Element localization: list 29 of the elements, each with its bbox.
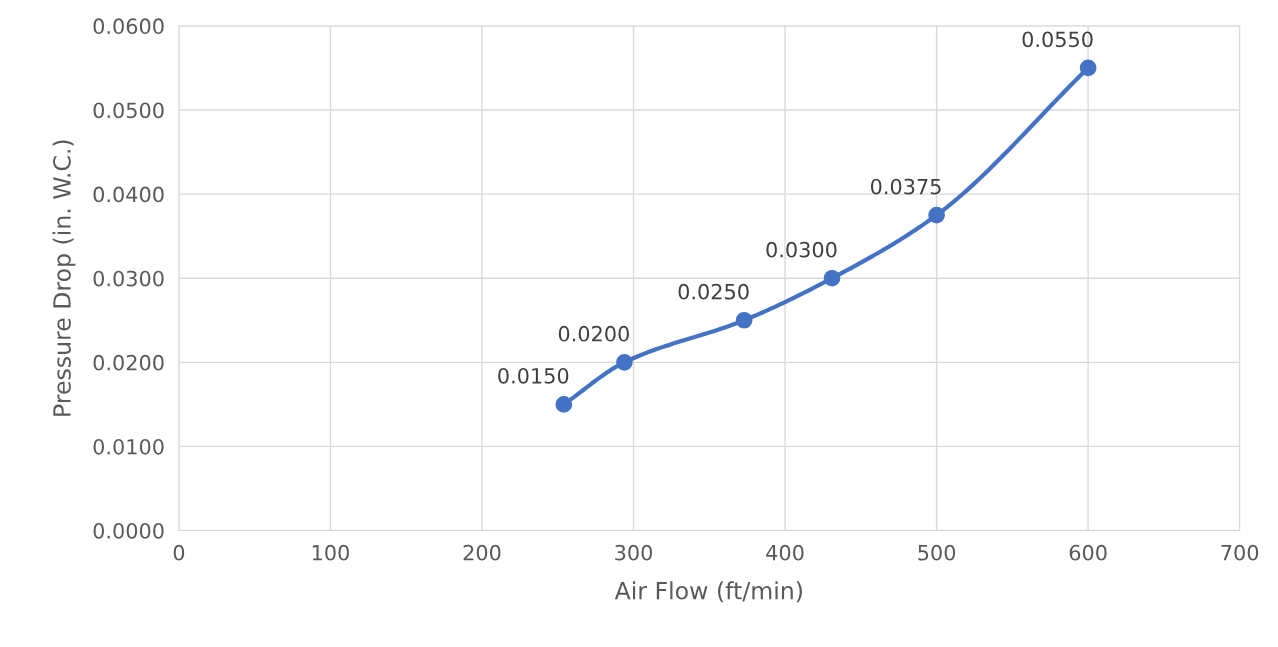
x-tick-label: 700 (1221, 544, 1259, 561)
point (555, 396, 573, 413)
point (735, 311, 753, 329)
y-tick-label: 0.0300 (93, 270, 164, 287)
x-tick-label: 100 (312, 544, 349, 561)
x-tick-label: 200 (463, 544, 501, 561)
x-tick-label: 400 (766, 544, 804, 561)
data-label: 0.0150 (498, 367, 569, 384)
y-tick-label: 0.0000 (93, 522, 164, 539)
data-label: 0.0300 (766, 241, 837, 258)
point (928, 206, 945, 224)
x-tick-label: 600 (1069, 544, 1107, 561)
data-label: 0.0200 (558, 325, 629, 342)
x-tick-label: 300 (615, 544, 653, 561)
x-tick-label: 500 (918, 544, 956, 561)
y-tick-label: 0.0500 (93, 102, 164, 119)
data-label: 0.0250 (678, 283, 749, 300)
data-label: 0.0375 (870, 178, 941, 195)
y-tick-label: 0.0600 (93, 18, 164, 35)
point (616, 353, 633, 371)
y-axis-title: Pressure Drop (in. W.C.) (52, 140, 76, 416)
x-axis-title: Air Flow (ft/min) (614, 581, 802, 603)
data-label: 0.0550 (1022, 31, 1093, 48)
point (823, 269, 841, 287)
x-tick-label: 0 (173, 544, 185, 561)
y-tick-label: 0.0100 (93, 438, 164, 455)
y-tick-label: 0.0200 (93, 354, 164, 371)
point (1079, 59, 1097, 77)
y-tick-label: 0.0400 (93, 186, 164, 203)
